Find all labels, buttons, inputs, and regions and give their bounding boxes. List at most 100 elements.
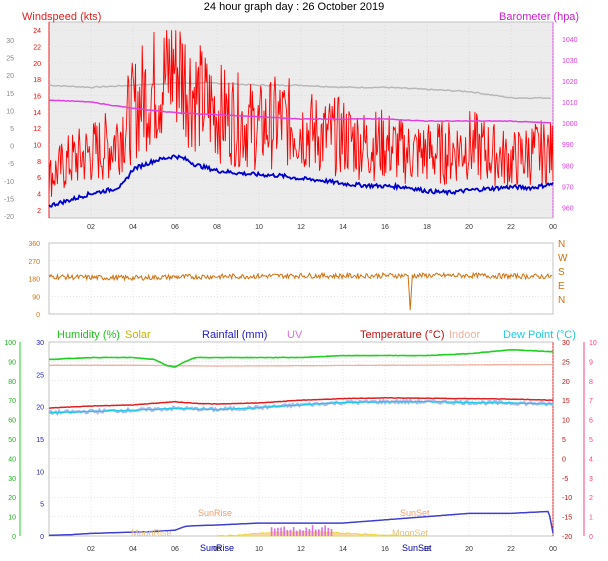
wind-x-tick-label: 12 [297,224,305,231]
rainfall-tick-label: 10 [36,469,44,476]
wind-outer-tick-label: 20 [6,73,14,80]
rainfall-tick-label: 0 [40,534,44,541]
baro-tick-label: 1020 [562,79,578,86]
uv-tick-label: 9 [589,359,593,366]
annotation-moonrise: MoonRise [131,528,172,538]
rainfall-tick-label: 5 [40,502,44,509]
legend-temperature: Temperature (°C) [360,329,444,341]
multi-x-ticks: 02 04 06 08 10 12 14 16 18 20 22 00 [87,546,557,553]
multi-x-tick-label: 06 [171,546,179,553]
wind-x-tick-label: 02 [87,224,95,231]
wind-tick-label: 18 [33,77,41,84]
wind-x-tick-label: 18 [423,224,431,231]
uv-tick-label: 4 [589,456,593,463]
multi-x-tick-label: 22 [507,546,515,553]
baro-previous-line [48,81,552,100]
wind-tick-label: 22 [33,45,41,52]
multi-right-ticks: 30 25 20 15 10 5 0 -5 -10 -15 -20 [562,340,572,541]
baro-tick-label: 980 [562,163,574,170]
indoor-line [49,363,553,367]
multi-x-tick-label: 10 [255,546,263,553]
baro-tick-label: 960 [562,205,574,212]
barometer-line [48,99,552,125]
direction-compass-label: W [558,253,568,264]
wind-right-label: Barometer (hpa) [499,11,579,23]
wind-tick-label: 6 [37,175,41,182]
wind-left-label: Windspeed (kts) [22,11,101,23]
uv-tick-label: 2 [589,495,593,502]
direction-tick-label: 270 [28,259,40,266]
humidity-tick-label: 100 [4,340,16,347]
legend-uv: UV [287,329,303,341]
wind-x-tick-label: 00 [549,224,557,231]
wind-x-tick-label: 22 [507,224,515,231]
wind-outer-ticks: 30 25 20 15 10 5 0 -5 -10 -15 -20 [4,38,14,221]
direction-compass-label: E [558,281,565,292]
multi-x-tick-label: 04 [129,546,137,553]
humidity-tick-label: 80 [8,379,16,386]
multi-x-tick-label: 12 [297,546,305,553]
baro-tick-label: 1000 [562,121,578,128]
rainfall-tick-label: 15 [36,437,44,444]
humidity-tick-label: 40 [8,456,16,463]
graph-title: 24 hour graph day : 26 October 2019 [204,1,384,13]
wind-x-tick-label: 10 [255,224,263,231]
humidity-tick-label: 50 [8,437,16,444]
direction-compass-label: N [558,239,565,250]
temperature-tick-label: 5 [562,437,566,444]
wind-tick-label: 8 [37,159,41,166]
temperature-tick-label: 10 [562,418,570,425]
rainfall-tick-label: 30 [36,340,44,347]
legend-humidity: Humidity (%) [57,329,120,341]
humidity-tick-label: 30 [8,476,16,483]
wind-series [48,30,554,208]
direction-tick-label: 360 [28,241,40,248]
rainfall-line [48,510,554,537]
humidity-tick-label: 70 [8,398,16,405]
rainfall-tick-label: 20 [36,405,44,412]
multi-x-tick-label: 14 [339,546,347,553]
wind-outer-tick-label: 5 [10,126,14,133]
humidity-tick-label: 20 [8,495,16,502]
temperature-tick-label: -10 [562,495,572,502]
direction-compass-label: S [558,267,565,278]
annotation-sunset: SunSet [400,508,430,518]
direction-series [48,271,553,311]
dewpoint-line [48,400,554,414]
uv-tick-label: 5 [589,437,593,444]
uv-tick-label: 1 [589,515,593,522]
direction-compass-label: N [558,295,565,306]
wind-outer-tick-label: 30 [6,38,14,45]
uv-tick-label: 6 [589,418,593,425]
wind-x-tick-label: 06 [171,224,179,231]
wind-tick-label: 16 [33,94,41,101]
multi-x-tick-label: 00 [549,546,557,553]
wind-outer-tick-label: -10 [4,179,14,186]
annotation-moonset: MoonSet [392,528,429,538]
wind-tick-label: 12 [33,126,41,133]
baro-tick-label: 1040 [562,37,578,44]
annotation-sunset-axis: SunSet [402,543,432,553]
humidity-tick-label: 90 [8,359,16,366]
temperature-tick-label: 25 [562,359,570,366]
multi-panel: Humidity (%) Solar Rainfall (mm) UV Temp… [4,329,597,553]
wind-tick-label: 2 [37,208,41,215]
direction-left-ticks: 360 270 180 90 0 [28,241,40,319]
wind-x-tick-label: 08 [213,224,221,231]
rainfall-tick-label: 25 [36,372,44,379]
direction-tick-label: 180 [28,277,40,284]
wind-x-tick-label: 16 [381,224,389,231]
temperature-tick-label: -15 [562,515,572,522]
wind-direction-line [48,271,553,311]
windspeed-average-line [48,154,554,208]
humidity-tick-label: 0 [12,534,16,541]
baro-tick-label: 1030 [562,58,578,65]
wind-panel: Windspeed (kts) Barometer (hpa) 30252015… [4,11,579,231]
wind-x-tick-label: 04 [129,224,137,231]
legend-rainfall: Rainfall (mm) [202,329,267,341]
temperature-tick-label: 20 [562,379,570,386]
